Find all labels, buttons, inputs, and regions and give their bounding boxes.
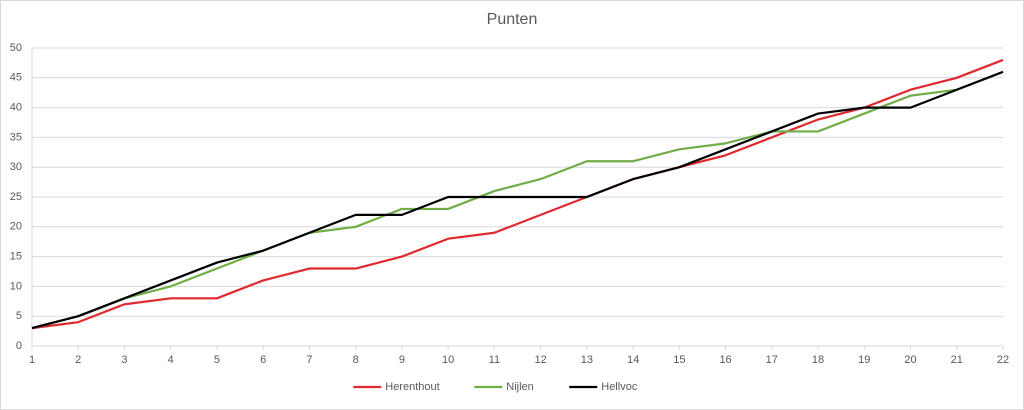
x-tick-label: 1 <box>29 354 35 366</box>
x-tick-label: 9 <box>399 354 405 366</box>
x-tick-label: 12 <box>534 354 546 366</box>
y-tick-label: 45 <box>10 72 22 84</box>
y-tick-label: 20 <box>10 221 22 233</box>
x-tick-label: 21 <box>951 354 963 366</box>
x-tick-label: 5 <box>214 354 220 366</box>
x-tick-label: 19 <box>858 354 870 366</box>
x-tick-label: 16 <box>719 354 731 366</box>
x-tick-label: 14 <box>627 354 639 366</box>
y-tick-label: 35 <box>10 131 22 143</box>
x-tick-label: 4 <box>168 354 174 366</box>
y-tick-label: 40 <box>10 102 22 114</box>
x-tick-label: 3 <box>121 354 127 366</box>
legend-label: Nijlen <box>506 381 534 393</box>
x-tick-label: 13 <box>581 354 593 366</box>
y-tick-label: 5 <box>16 310 22 322</box>
legend-label: Herenthout <box>385 381 439 393</box>
x-tick-label: 11 <box>489 354 500 366</box>
y-tick-label: 50 <box>10 42 22 54</box>
x-tick-label: 6 <box>260 354 266 366</box>
x-tick-label: 18 <box>812 354 824 366</box>
x-tick-label: 17 <box>766 354 778 366</box>
x-tick-label: 8 <box>353 354 359 366</box>
y-tick-label: 25 <box>10 191 22 203</box>
series-line <box>31 70 1004 330</box>
y-tick-label: 0 <box>16 340 22 352</box>
y-tick-label: 30 <box>10 161 22 173</box>
y-tick-label: 10 <box>10 280 22 292</box>
y-tick-label: 15 <box>10 251 22 263</box>
x-tick-label: 2 <box>75 354 81 366</box>
legend-label: Hellvoc <box>601 381 638 393</box>
series-line <box>31 70 1004 330</box>
x-tick-label: 22 <box>997 354 1009 366</box>
series-line <box>31 58 1004 330</box>
x-tick-label: 7 <box>306 354 312 366</box>
x-tick-label: 10 <box>442 354 454 366</box>
x-tick-label: 20 <box>904 354 916 366</box>
x-tick-label: 15 <box>673 354 685 366</box>
chart-title: Punten <box>487 11 538 28</box>
